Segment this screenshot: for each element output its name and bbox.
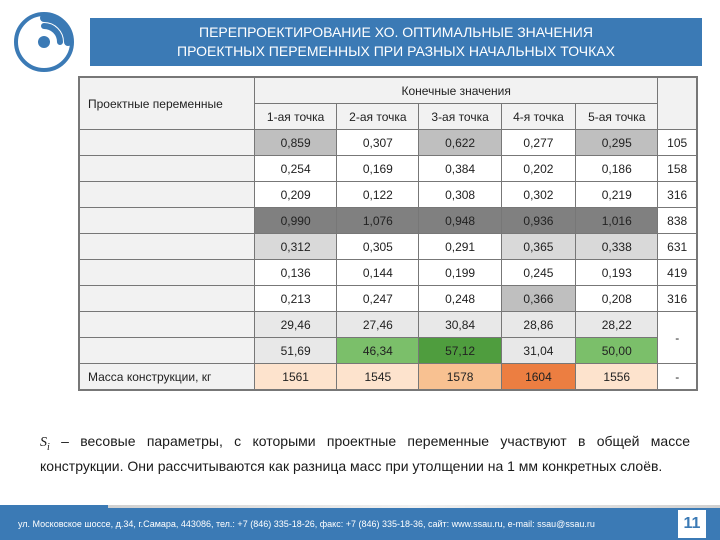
table-row: 0,8590,3070,6220,2770,295105 [80,130,697,156]
table-row: 0,2130,2470,2480,3660,208316 [80,286,697,312]
table-row: 51,6946,3457,1231,0450,00 [80,338,697,364]
cell: 0,308 [419,182,501,208]
row-label [80,130,255,156]
caption-var: S [40,435,47,450]
cell: 0,193 [576,260,658,286]
trailing-cell: - [658,364,697,390]
cell: 0,307 [337,130,419,156]
trailing-cell: 316 [658,286,697,312]
cell: 30,84 [419,312,501,338]
cell: 0,295 [576,130,658,156]
header-design-vars: Проектные переменные [80,78,255,130]
title-line-2: ПРОЕКТНЫХ ПЕРЕМЕННЫХ ПРИ РАЗНЫХ НАЧАЛЬНЫ… [177,43,615,59]
table-row: 0,9901,0760,9480,9361,016838 [80,208,697,234]
row-label: Масса конструкции, кг [80,364,255,390]
column-header-5: 5-ая точка [576,104,658,130]
caption-text: Si – весовые параметры, с которыми проек… [40,431,690,476]
footer-contact: ул. Московское шоссе, д.34, г.Самара, 44… [18,519,595,529]
cell: 0,136 [255,260,337,286]
header-final-values: Конечные значения [255,78,658,104]
footer-bar: ул. Московское шоссе, д.34, г.Самара, 44… [0,508,720,540]
title-line-1: ПЕРЕПРОЕКТИРОВАНИЕ ХО. ОПТИМАЛЬНЫЕ ЗНАЧЕ… [199,24,593,40]
cell: 0,302 [501,182,575,208]
column-header-2: 2-ая точка [337,104,419,130]
cell: 0,312 [255,234,337,260]
header-trailing [658,78,697,130]
cell: 0,291 [419,234,501,260]
logo-icon [14,12,74,72]
cell: 1561 [255,364,337,390]
cell: 0,948 [419,208,501,234]
cell: 1545 [337,364,419,390]
cell: 0,277 [501,130,575,156]
cell: 1556 [576,364,658,390]
trailing-cell: - [658,312,697,364]
row-label [80,234,255,260]
cell: 1,076 [337,208,419,234]
cell: 51,69 [255,338,337,364]
trailing-cell: 105 [658,130,697,156]
table-row: 29,4627,4630,8428,8628,22- [80,312,697,338]
cell: 0,248 [419,286,501,312]
data-table: Проектные переменныеКонечные значения1-а… [78,76,698,391]
cell: 27,46 [337,312,419,338]
cell: 0,305 [337,234,419,260]
cell: 1604 [501,364,575,390]
cell: 0,366 [501,286,575,312]
row-label [80,182,255,208]
cell: 50,00 [576,338,658,364]
cell: 0,169 [337,156,419,182]
row-label [80,208,255,234]
cell: 0,122 [337,182,419,208]
cell: 0,245 [501,260,575,286]
cell: 0,186 [576,156,658,182]
cell: 0,209 [255,182,337,208]
row-label [80,286,255,312]
page-number: 11 [678,510,706,538]
cell: 0,219 [576,182,658,208]
cell: 0,213 [255,286,337,312]
cell: 31,04 [501,338,575,364]
cell: 0,384 [419,156,501,182]
column-header-3: 3-ая точка [419,104,501,130]
cell: 0,254 [255,156,337,182]
cell: 1,016 [576,208,658,234]
trailing-cell: 316 [658,182,697,208]
row-label [80,338,255,364]
row-label [80,156,255,182]
trailing-cell: 158 [658,156,697,182]
slide-title: ПЕРЕПРОЕКТИРОВАНИЕ ХО. ОПТИМАЛЬНЫЕ ЗНАЧЕ… [90,18,702,66]
cell: 29,46 [255,312,337,338]
trailing-cell: 631 [658,234,697,260]
cell: 0,990 [255,208,337,234]
cell: 0,365 [501,234,575,260]
caption-body: – весовые параметры, с которыми проектны… [40,433,690,473]
cell: 28,86 [501,312,575,338]
row-label [80,260,255,286]
trailing-cell: 838 [658,208,697,234]
cell: 46,34 [337,338,419,364]
cell: 0,338 [576,234,658,260]
column-header-4: 4-я точка [501,104,575,130]
cell: 0,859 [255,130,337,156]
trailing-cell: 419 [658,260,697,286]
table-row: 0,3120,3050,2910,3650,338631 [80,234,697,260]
cell: 0,208 [576,286,658,312]
cell: 0,936 [501,208,575,234]
table-row: Масса конструкции, кг1561154515781604155… [80,364,697,390]
table-row: 0,2540,1690,3840,2020,186158 [80,156,697,182]
cell: 0,144 [337,260,419,286]
cell: 0,202 [501,156,575,182]
cell: 1578 [419,364,501,390]
table-row: 0,1360,1440,1990,2450,193419 [80,260,697,286]
table-row: 0,2090,1220,3080,3020,219316 [80,182,697,208]
cell: 0,247 [337,286,419,312]
cell: 28,22 [576,312,658,338]
cell: 0,199 [419,260,501,286]
cell: 57,12 [419,338,501,364]
cell: 0,622 [419,130,501,156]
row-label [80,312,255,338]
column-header-1: 1-ая точка [255,104,337,130]
